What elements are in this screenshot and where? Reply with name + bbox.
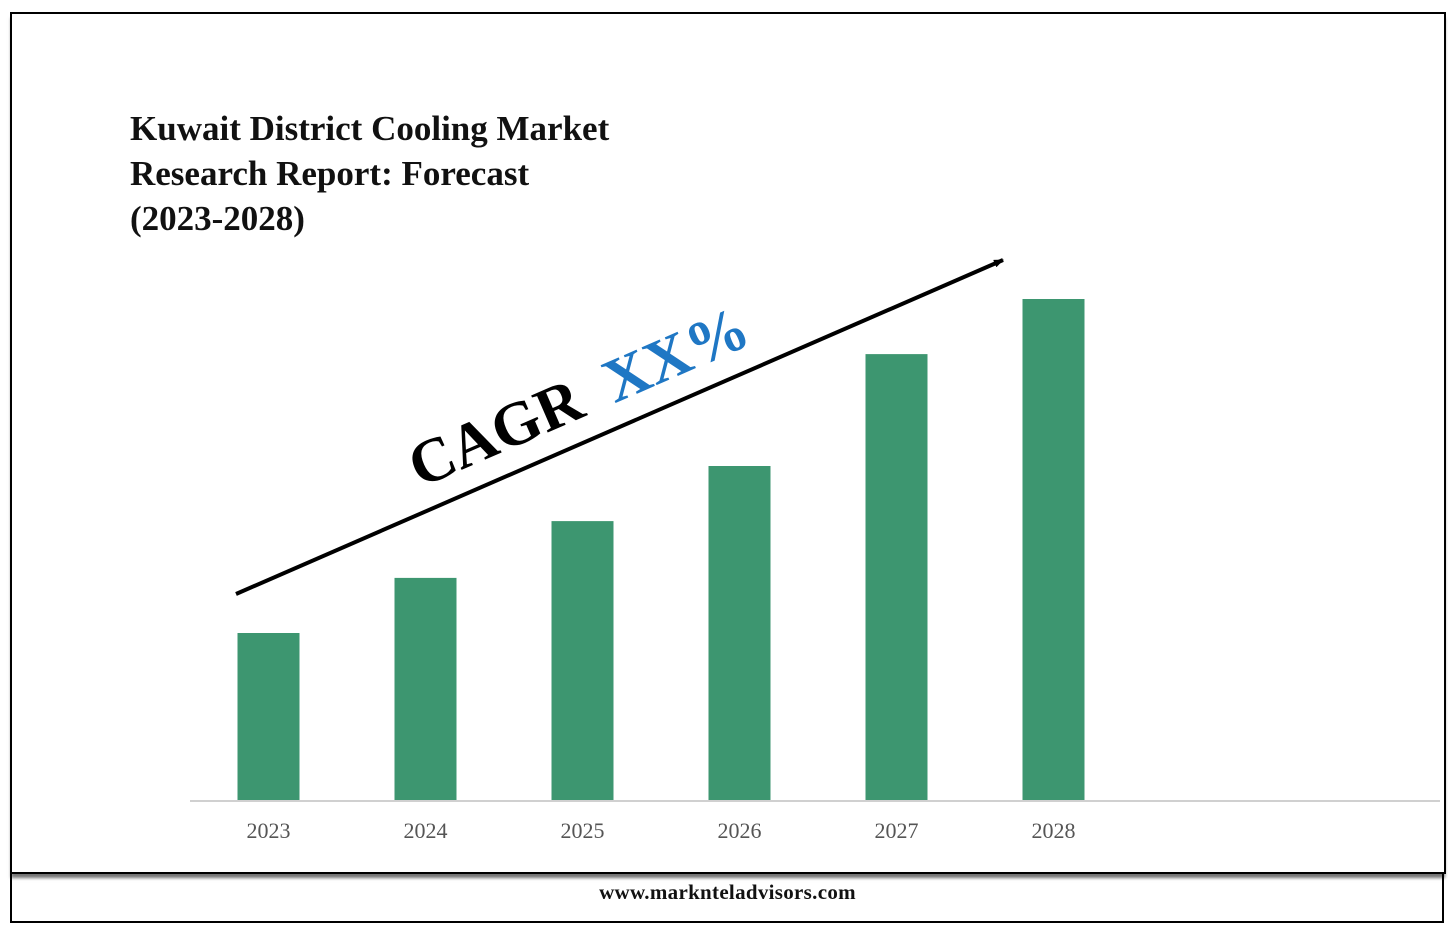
chart-title-line-3: (2023-2028) xyxy=(130,199,305,238)
x-tick-label-2026: 2026 xyxy=(718,818,762,843)
bar-2025 xyxy=(551,521,614,800)
cagr-value: XX% xyxy=(593,293,759,416)
cagr-annotation: CAGR XX% xyxy=(398,293,759,500)
x-tick-label-2027: 2027 xyxy=(875,818,919,843)
bar-2026 xyxy=(708,466,771,800)
trend-arrow xyxy=(235,258,1004,596)
bars-layer xyxy=(237,299,1085,800)
x-tick-labels: 2023 2024 2025 2026 2027 2028 xyxy=(247,818,1076,843)
x-tick-label-2028: 2028 xyxy=(1032,818,1076,843)
x-tick-label-2024: 2024 xyxy=(404,818,448,843)
bar-2024 xyxy=(394,577,457,800)
footer-url[interactable]: www.marknteladvisors.com xyxy=(599,880,856,904)
bar-2023 xyxy=(237,633,300,800)
x-tick-label-2023: 2023 xyxy=(247,818,291,843)
chart-title-line-2: Research Report: Forecast xyxy=(130,154,530,193)
bar-2027 xyxy=(865,354,928,800)
bar-2028 xyxy=(1022,299,1085,800)
chart-title-line-1: Kuwait District Cooling Market xyxy=(130,109,610,148)
x-tick-label-2025: 2025 xyxy=(561,818,605,843)
chart-title: Kuwait District Cooling Market Research … xyxy=(130,106,609,241)
